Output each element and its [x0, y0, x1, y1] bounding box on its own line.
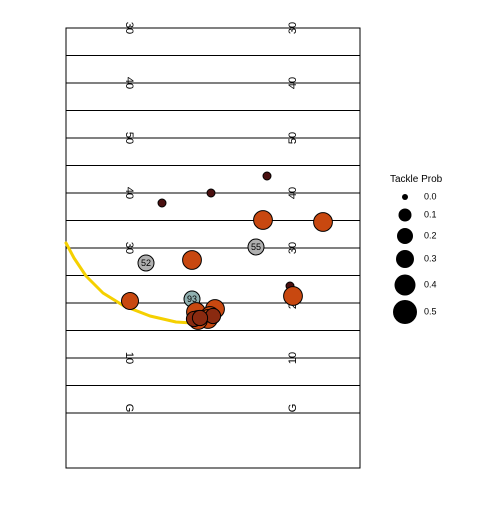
yard-number-left: 10: [123, 352, 135, 364]
legend-label: 0.1: [424, 209, 437, 219]
legend-swatch: [393, 300, 417, 324]
yard-number-left: 30: [123, 22, 135, 34]
player-marker: [182, 250, 202, 270]
legend-label: 0.5: [424, 306, 437, 316]
field-lines: [65, 27, 361, 469]
player-marker: [283, 286, 303, 306]
jersey-number: 93: [187, 294, 197, 304]
yard-number-right: 30: [287, 242, 299, 254]
legend-swatch: [398, 208, 412, 222]
legend-label: 0.3: [424, 253, 437, 263]
defender-marker: [247, 238, 265, 256]
player-marker: [121, 292, 139, 310]
ball-carrier-path: [64, 241, 194, 325]
yard-number-right: 40: [287, 77, 299, 89]
yard-number-right: 10: [287, 352, 299, 364]
jersey-number: 55: [251, 242, 261, 252]
player-marker: [157, 198, 167, 208]
legend-label: 0.0: [424, 191, 437, 201]
yard-number-right: 40: [287, 187, 299, 199]
yard-number-left: 40: [123, 187, 135, 199]
jersey-number: 52: [141, 258, 151, 268]
legend: Tackle Prob 0.0 0.1 0.2 0.3 0.4 0.5: [390, 174, 443, 324]
player-marker: [262, 171, 272, 181]
player-marker: [191, 309, 209, 327]
player-marker: [253, 210, 273, 230]
legend-swatch: [397, 228, 413, 244]
legend-label: 0.2: [424, 230, 437, 240]
player-marker: [206, 188, 216, 198]
yard-numbers: 3030404050504040303020201010GG: [123, 22, 299, 412]
yard-number-left: 40: [123, 77, 135, 89]
legend-swatch: [402, 194, 408, 200]
legend-title: Tackle Prob: [390, 174, 443, 185]
players: 52 55 93: [121, 171, 333, 330]
legend-swatch: [394, 274, 416, 296]
legend-swatch: [396, 250, 414, 268]
yard-number-left: 30: [123, 242, 135, 254]
legend-label: 0.4: [424, 279, 437, 289]
yard-number-right: 50: [287, 132, 299, 144]
ball-path-line: [64, 241, 194, 325]
yard-number-left: 50: [123, 132, 135, 144]
defender-marker: [137, 254, 155, 272]
yard-number-right: G: [287, 404, 299, 413]
yard-number-left: G: [123, 404, 135, 413]
yard-number-right: 30: [287, 22, 299, 34]
player-marker: [313, 212, 333, 232]
